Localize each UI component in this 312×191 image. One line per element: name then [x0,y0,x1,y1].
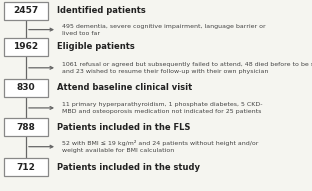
Text: Identified patients: Identified patients [57,6,146,15]
FancyBboxPatch shape [4,118,48,136]
FancyBboxPatch shape [4,38,48,56]
Text: Patients included in the FLS: Patients included in the FLS [57,122,190,132]
Text: Eligible patients: Eligible patients [57,42,135,51]
FancyBboxPatch shape [4,158,48,176]
Text: 1962: 1962 [13,42,39,51]
Text: Attend baseline clinical visit: Attend baseline clinical visit [57,83,192,92]
FancyBboxPatch shape [4,79,48,97]
FancyBboxPatch shape [4,2,48,19]
Text: 1061 refusal or agreed but subsequently failed to attend, 48 died before to be s: 1061 refusal or agreed but subsequently … [62,62,312,74]
Text: 52 with BMI ≤ 19 kg/m² and 24 patients without height and/or
weight available fo: 52 with BMI ≤ 19 kg/m² and 24 patients w… [62,140,258,153]
Text: 11 primary hyperparathyroidism, 1 phosphate diabetes, 5 CKD-
MBD and osteoporosi: 11 primary hyperparathyroidism, 1 phosph… [62,102,262,114]
Text: 2457: 2457 [13,6,39,15]
Text: 495 dementia, severe cognitive impairment, language barrier or
lived too far: 495 dementia, severe cognitive impairmen… [62,24,266,36]
Text: 788: 788 [17,122,36,132]
Text: Patients included in the study: Patients included in the study [57,163,200,172]
Text: 712: 712 [17,163,36,172]
Text: 830: 830 [17,83,35,92]
